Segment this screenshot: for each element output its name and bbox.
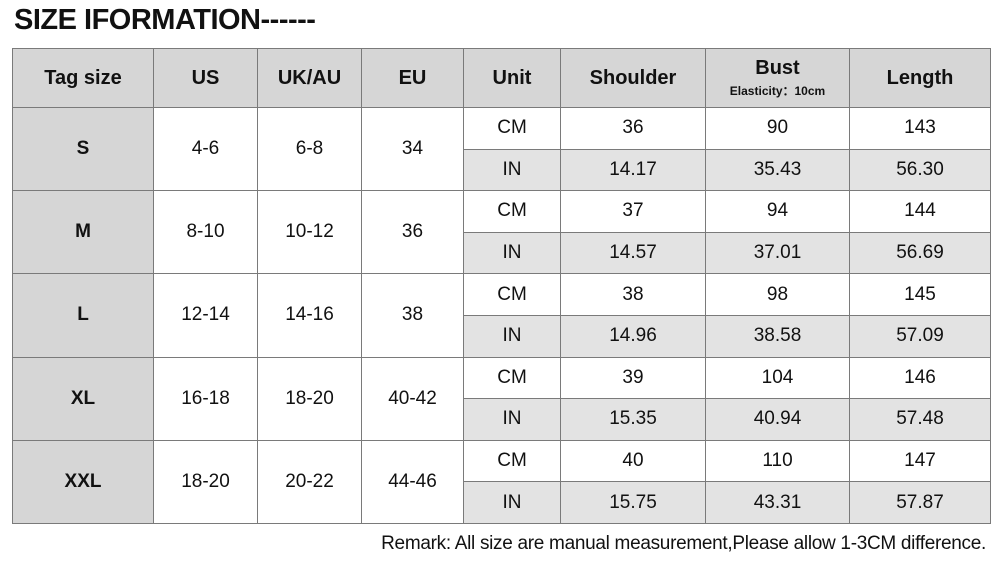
header-note: Elasticity：10cm <box>729 84 826 98</box>
measurement-cell: IN <box>463 231 561 275</box>
uk-size-cell: 6-8 <box>257 106 362 192</box>
measurement-cell: IN <box>463 481 561 524</box>
measurement-cell: CM <box>463 107 561 150</box>
tag-size-cell: XXL <box>12 439 154 524</box>
table-row: IN 15.75 43.31 57.87 <box>13 481 991 524</box>
measurement-cell: 56.69 <box>849 231 991 275</box>
header-cell: US <box>153 48 258 108</box>
header-label: Length <box>886 66 954 89</box>
header-cell: Bust Elasticity：10cm <box>705 48 850 108</box>
measurement-cell: 14.57 <box>560 231 706 275</box>
measurement-cell: CM <box>463 439 561 483</box>
measurement-cell: 38 <box>560 273 706 316</box>
measurement-cell: 14.17 <box>560 148 706 192</box>
measurement-cell: 90 <box>705 107 850 150</box>
measurement-cell: 57.09 <box>849 314 991 358</box>
eu-size-cell: 34 <box>361 106 464 192</box>
us-size-cell: 8-10 <box>153 190 258 275</box>
table-row: XL 16-18 18-20 40-42 CM 39 104 146 <box>12 356 991 441</box>
measurement-cell: 104 <box>705 356 850 400</box>
measurement-cell: 40 <box>560 439 706 483</box>
measurement-cell: CM <box>463 273 561 316</box>
measurement-cell: 39 <box>560 356 706 400</box>
table-row: IN 14.17 35.43 56.30 <box>13 148 991 192</box>
header-label: Unit <box>492 66 532 89</box>
eu-size-cell: 40-42 <box>361 356 464 441</box>
eu-size-cell: 38 <box>361 273 464 358</box>
measurement-cell: 110 <box>705 439 850 483</box>
table-row: S 4-6 6-8 34 CM 36 90 143 <box>12 106 991 192</box>
us-size-cell: 16-18 <box>153 356 258 441</box>
remark: Remark: All size are manual measurement,… <box>381 533 986 554</box>
header-label: US <box>191 66 220 89</box>
header-label: EU <box>398 66 427 89</box>
measurement-cell: 146 <box>849 356 991 400</box>
table-row: XXL 18-20 20-22 44-46 CM 40 110 147 <box>12 439 991 524</box>
measurement-cell: 14.96 <box>560 314 706 358</box>
measurement-cell: 43.31 <box>705 481 850 524</box>
header-cell: Unit <box>463 48 561 108</box>
measurement-cell: 37.01 <box>705 231 850 275</box>
us-size-cell: 12-14 <box>153 273 258 358</box>
measurement-cell: 57.48 <box>849 398 991 441</box>
us-size-cell: 4-6 <box>153 106 258 192</box>
measurement-cell: 36 <box>560 107 706 150</box>
measurement-cell: 37 <box>560 190 706 233</box>
measurement-cell: 98 <box>705 273 850 316</box>
measurement-cell: 145 <box>849 273 991 316</box>
uk-size-cell: 10-12 <box>257 190 362 275</box>
table-row: IN 14.96 38.58 57.09 <box>13 314 991 358</box>
header-cell: Shoulder <box>560 48 706 108</box>
uk-size-cell: 18-20 <box>257 356 362 441</box>
header-label: Bust <box>755 57 800 79</box>
measurement-cell: 15.75 <box>560 481 706 524</box>
tag-size-cell: S <box>12 106 154 192</box>
table-row: IN 14.57 37.01 56.69 <box>13 231 991 275</box>
tag-size-cell: L <box>12 273 154 358</box>
eu-size-cell: 44-46 <box>361 439 464 524</box>
header-row: Tag size US UK/AU EU Unit Shoulder Bust Elastic… <box>12 48 991 108</box>
uk-size-cell: 14-16 <box>257 273 362 358</box>
measurement-cell: 35.43 <box>705 148 850 192</box>
uk-size-cell: 20-22 <box>257 439 362 524</box>
measurement-cell: CM <box>463 190 561 233</box>
measurement-cell: 94 <box>705 190 850 233</box>
header-cell: Tag size <box>12 48 154 108</box>
measurement-cell: IN <box>463 148 561 192</box>
eu-size-cell: 36 <box>361 190 464 275</box>
measurement-cell: 56.30 <box>849 148 991 192</box>
header-cell: UK/AU <box>257 48 362 108</box>
measurement-cell: IN <box>463 314 561 358</box>
page-title: SIZE IFORMATION------ <box>14 4 316 36</box>
measurement-cell: IN <box>463 398 561 441</box>
header-cell: Length <box>849 48 991 108</box>
measurement-cell: CM <box>463 356 561 400</box>
measurement-cell: 147 <box>849 439 991 483</box>
table-row: L 12-14 14-16 38 CM 38 98 145 <box>12 273 991 358</box>
header-cell: EU <box>361 48 464 108</box>
measurement-cell: 144 <box>849 190 991 233</box>
tag-size-cell: M <box>12 190 154 275</box>
measurement-cell: 15.35 <box>560 398 706 441</box>
us-size-cell: 18-20 <box>153 439 258 524</box>
measurement-cell: 57.87 <box>849 481 991 524</box>
table-row: IN 15.35 40.94 57.48 <box>13 398 991 441</box>
size-table: Tag size US UK/AU EU Unit Shoulder Bust Elastic… <box>12 48 991 524</box>
header-label: Shoulder <box>589 66 677 89</box>
measurement-cell: 40.94 <box>705 398 850 441</box>
measurement-cell: 143 <box>849 107 991 150</box>
table-row: M 8-10 10-12 36 CM 37 94 144 <box>12 190 991 275</box>
measurement-cell: 38.58 <box>705 314 850 358</box>
header-label: Tag size <box>44 66 122 89</box>
header-label: UK/AU <box>277 66 342 89</box>
tag-size-cell: XL <box>12 356 154 441</box>
